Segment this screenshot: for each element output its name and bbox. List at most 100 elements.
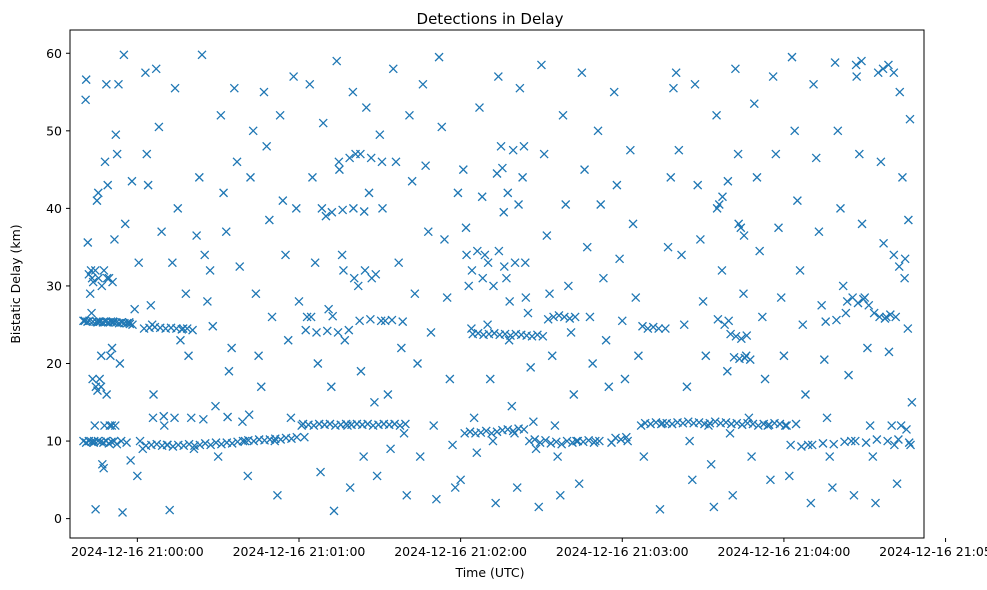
data-point [170,83,180,93]
data-point [192,231,202,240]
data-point [143,180,153,190]
data-point [768,72,778,81]
data-point [549,312,559,322]
data-point [791,419,801,429]
data-point [223,412,233,422]
data-point [718,192,727,202]
data-point [159,421,169,431]
data-point [91,504,101,514]
data-point [322,326,332,336]
data-point [259,87,269,97]
data-point [429,421,439,431]
data-point [93,188,103,198]
data-point [806,498,816,508]
data-point [857,219,867,229]
data-point [588,359,598,368]
data-point [625,145,635,155]
data-point [86,265,96,275]
data-point [896,421,906,431]
data-point [168,442,178,451]
data-point [897,172,907,182]
data-point [95,374,105,384]
data-point [683,417,693,427]
data-point [194,172,204,182]
data-point [475,103,484,113]
data-point [361,103,371,113]
data-point [706,459,716,469]
data-point [90,265,100,275]
data-point [146,300,156,310]
data-point [310,258,320,268]
data-point [875,312,885,322]
data-point [224,366,234,376]
x-tick-label: 2024-12-16 21:03:00 [556,544,689,559]
data-point [400,419,410,429]
data-point [149,390,158,399]
y-axis: 0 10 20 30 40 50 60 [46,46,70,526]
data-point [561,200,571,209]
data-point [434,52,444,62]
data-point [492,427,502,437]
data-point [615,254,625,264]
data-point [483,258,493,268]
data-point [850,436,860,446]
data-point [383,390,393,399]
data-point [736,334,746,344]
x-axis: 2024-12-16 21:00:00 2024-12-16 21:01:00 20… [71,538,987,559]
data-point [701,351,711,361]
data-point [753,421,763,431]
data-point [524,436,534,446]
data-point [473,328,483,338]
data-point [404,110,414,120]
data-point [334,165,344,175]
data-point [394,258,404,268]
data-point [84,436,94,446]
data-point [291,203,301,213]
data-point [609,87,619,97]
data-point [359,452,369,462]
data-point [326,382,336,392]
data-point [103,180,113,190]
data-point [102,390,112,399]
data-point [639,452,649,462]
data-point [538,331,548,341]
data-point [528,417,538,427]
data-point [489,281,498,291]
data-point [96,351,106,361]
data-point [717,265,727,275]
data-point [497,163,507,173]
data-point [499,207,509,217]
data-point [842,296,852,306]
data-point [598,273,608,283]
data-point [426,328,436,337]
data-point [235,262,245,272]
data-point [340,335,350,345]
x-tick-label: 2024-12-16 21:00:00 [71,544,204,559]
data-point [355,149,365,159]
data-point [526,362,536,372]
data-point [818,438,828,448]
data-point [873,68,883,78]
data-point [232,157,242,167]
data-point [654,324,664,334]
data-point [243,471,253,481]
data-point [617,316,627,326]
data-point [272,490,282,500]
data-point [480,250,490,260]
data-point [453,188,463,198]
data-point [865,421,875,431]
data-point [776,293,786,303]
data-point [879,238,889,248]
data-point [695,234,705,244]
data-point [596,200,606,209]
data-point [616,435,626,444]
data-point [745,355,755,365]
data-point [523,308,533,318]
data-point [906,440,915,450]
data-point [593,126,603,136]
data-point [796,442,806,451]
data-point [584,435,594,445]
data-point [142,149,152,159]
chart-title: Detections in Delay [417,10,564,28]
data-point [648,322,658,332]
